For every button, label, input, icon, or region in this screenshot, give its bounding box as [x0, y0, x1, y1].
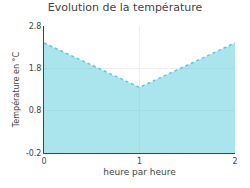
svg-text:2.8: 2.8 [29, 22, 42, 31]
svg-text:Température en °C: Température en °C [11, 51, 21, 128]
svg-text:heure par heure: heure par heure [103, 167, 176, 177]
svg-text:0.8: 0.8 [29, 106, 42, 115]
svg-text:1.8: 1.8 [29, 64, 42, 73]
svg-text:1: 1 [137, 157, 142, 166]
svg-text:0: 0 [41, 157, 46, 166]
svg-text:-0.2: -0.2 [26, 149, 42, 158]
svg-text:Evolution de la température: Evolution de la température [48, 1, 203, 14]
svg-text:2: 2 [232, 157, 237, 166]
